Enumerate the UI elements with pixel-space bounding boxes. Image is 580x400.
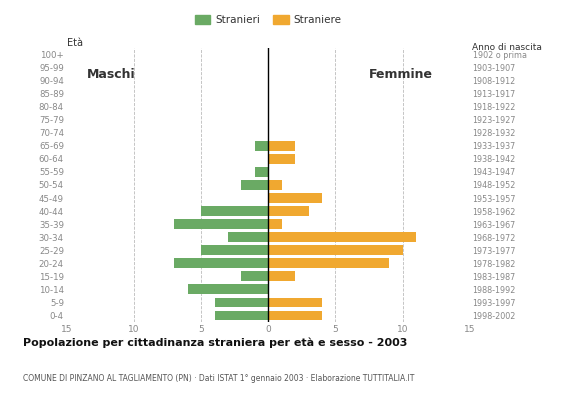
Bar (174, 258, 268, 268)
Text: Maschi: Maschi (87, 68, 136, 80)
Bar (268, 310, 322, 320)
Bar (268, 141, 295, 151)
Bar (228, 232, 268, 242)
Bar (268, 298, 322, 307)
Text: Anno di nascita: Anno di nascita (472, 43, 541, 52)
Bar (268, 193, 322, 203)
Bar (174, 219, 268, 229)
Bar (268, 206, 309, 216)
Bar (241, 272, 268, 281)
Bar (201, 245, 268, 255)
Bar (201, 206, 268, 216)
Bar (268, 272, 295, 281)
Bar (255, 141, 268, 151)
Bar (268, 180, 282, 190)
Bar (268, 154, 295, 164)
Bar (215, 298, 268, 307)
Text: Età: Età (67, 38, 83, 48)
Bar (268, 258, 389, 268)
Bar (255, 167, 268, 177)
Bar (268, 219, 282, 229)
Bar (188, 284, 268, 294)
Text: Popolazione per cittadinanza straniera per età e sesso - 2003: Popolazione per cittadinanza straniera p… (23, 338, 408, 348)
Text: Femmine: Femmine (369, 68, 433, 80)
Bar (215, 310, 268, 320)
Bar (241, 180, 268, 190)
Bar (268, 232, 416, 242)
Text: COMUNE DI PINZANO AL TAGLIAMENTO (PN) · Dati ISTAT 1° gennaio 2003 · Elaborazion: COMUNE DI PINZANO AL TAGLIAMENTO (PN) · … (23, 374, 415, 383)
Legend: Stranieri, Straniere: Stranieri, Straniere (191, 11, 346, 29)
Bar (268, 245, 403, 255)
